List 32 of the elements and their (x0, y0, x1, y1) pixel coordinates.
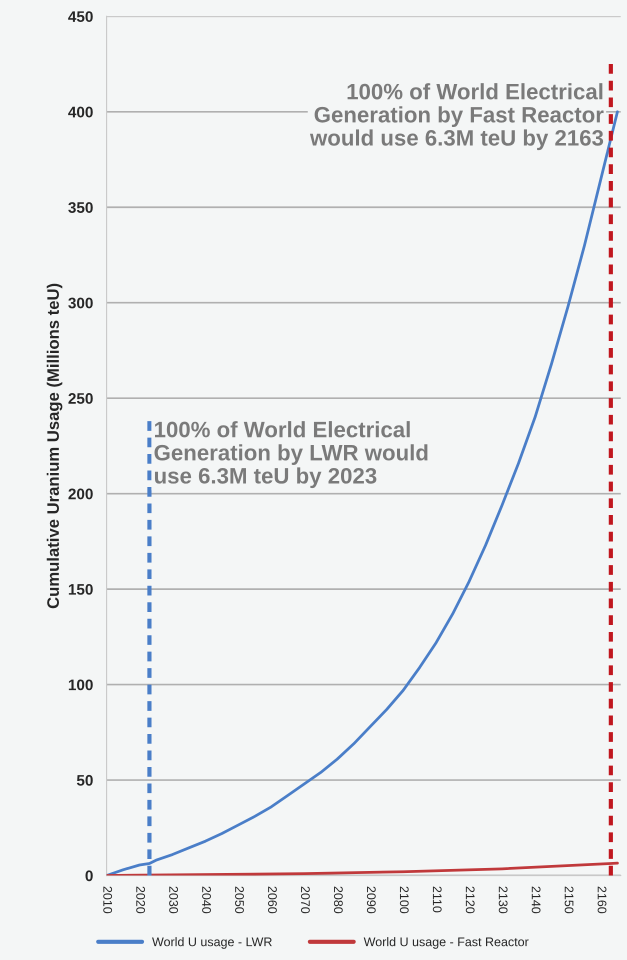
x-tick-label: 2110 (432, 886, 442, 912)
y-axis-title: Cumulative Uranium Usage (Millions teU) (46, 284, 62, 608)
x-tick-label: 2120 (466, 886, 475, 914)
y-tick-label: 400 (68, 106, 93, 118)
x-tick-label: 2150 (564, 886, 574, 914)
legend-label: World U usage - LWR (152, 937, 272, 949)
y-tick-label: 0 (86, 870, 93, 882)
annotation: 100% of World Electrical Generation by Fast Reactor would use 6.3M teU by 2163 (310, 83, 604, 150)
x-tick-label: 2050 (235, 886, 244, 914)
x-tick-label: 2040 (202, 886, 211, 914)
x-tick-label: 2130 (498, 886, 508, 914)
x-tick-label: 2060 (268, 886, 277, 914)
x-tick-label: 2080 (334, 886, 343, 914)
y-tick-label: 50 (76, 774, 93, 786)
y-tick-label: 450 (68, 11, 93, 22)
x-tick-label: 2140 (532, 886, 541, 914)
y-tick-label: 300 (68, 298, 93, 308)
y-tick-label: 100 (68, 679, 93, 690)
y-tick-label: 250 (68, 393, 93, 404)
line-series (106, 862, 619, 876)
x-tick-label: 2010 (103, 886, 112, 914)
y-tick-label: 150 (68, 584, 93, 595)
x-tick-label: 2090 (366, 886, 376, 914)
y-tick-label: 350 (68, 202, 93, 213)
x-tick-label: 2100 (400, 886, 409, 914)
x-tick-label: 2030 (169, 886, 178, 914)
legend-label: World U usage - Fast Reactor (364, 937, 529, 949)
annotation: 100% of World Electrical Generation by LWR would use 6.3M teU by 2023 (154, 421, 428, 488)
x-tick-label: 2070 (300, 886, 310, 914)
y-tick-label: 200 (68, 488, 93, 500)
x-tick-label: 2020 (136, 886, 146, 914)
x-tick-label: 2160 (598, 886, 606, 914)
